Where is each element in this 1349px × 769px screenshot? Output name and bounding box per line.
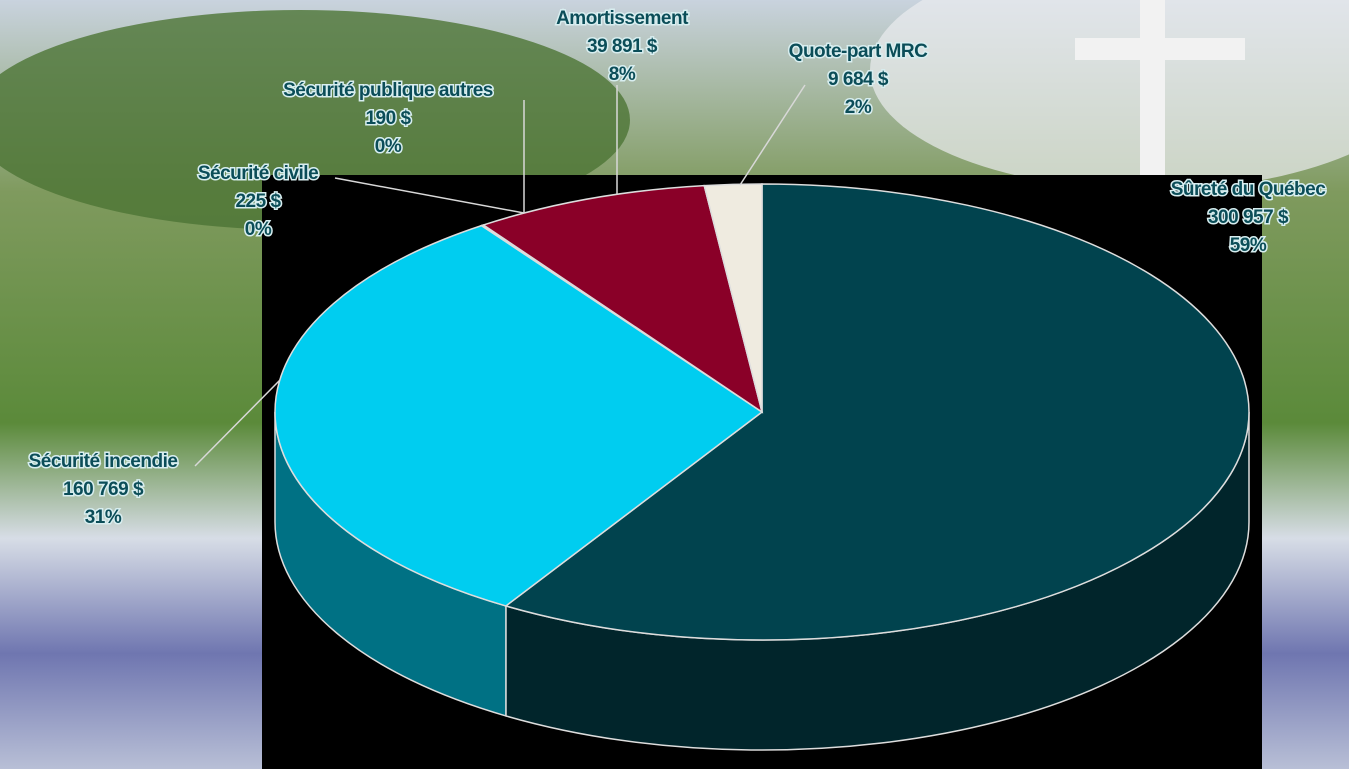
pie-slice [274,224,764,607]
leader-line [739,84,806,186]
data-label-percent: 0% [245,219,272,240]
data-label-value: 39 891 $ [587,36,658,57]
pie-slice [703,183,763,413]
data-label-percent: 8% [609,64,636,85]
data-label-value: 190 $ [365,108,411,129]
data-label-percent: 2% [845,97,872,118]
data-label-value: 300 957 $ [1208,207,1289,228]
data-label-percent: 31% [85,507,122,528]
pie-slice [504,183,1250,641]
data-label-name: Sûreté du Québec [1171,179,1327,200]
data-label-name: Sécurité civile [198,163,318,184]
leader-line [194,379,281,467]
data-label-name: Sécurité incendie [29,451,178,472]
data-label-percent: 0% [375,136,402,157]
background-cross [1075,38,1245,60]
background-hill [0,10,630,230]
data-label-name: Sécurité publique autres [283,80,493,101]
leader-line [334,177,525,214]
data-label-name: Quote-part MRC [789,41,928,62]
background-cross [1140,0,1165,175]
data-label-percent: 59% [1230,235,1267,256]
data-label-name: Amortissement [556,8,689,29]
data-label-value: 225 $ [235,191,281,212]
data-label-value: 160 769 $ [63,479,144,500]
pie-slice [481,184,764,414]
data-label-value: 9 684 $ [828,69,889,90]
